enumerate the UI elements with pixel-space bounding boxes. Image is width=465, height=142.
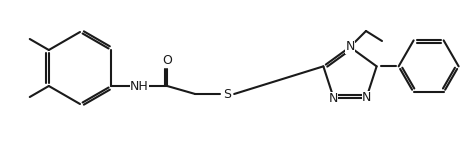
Text: NH: NH (130, 80, 148, 92)
Text: N: N (362, 91, 371, 104)
Text: S: S (223, 87, 231, 101)
Text: N: N (329, 92, 338, 105)
Text: N: N (345, 40, 355, 54)
Text: O: O (162, 54, 172, 66)
